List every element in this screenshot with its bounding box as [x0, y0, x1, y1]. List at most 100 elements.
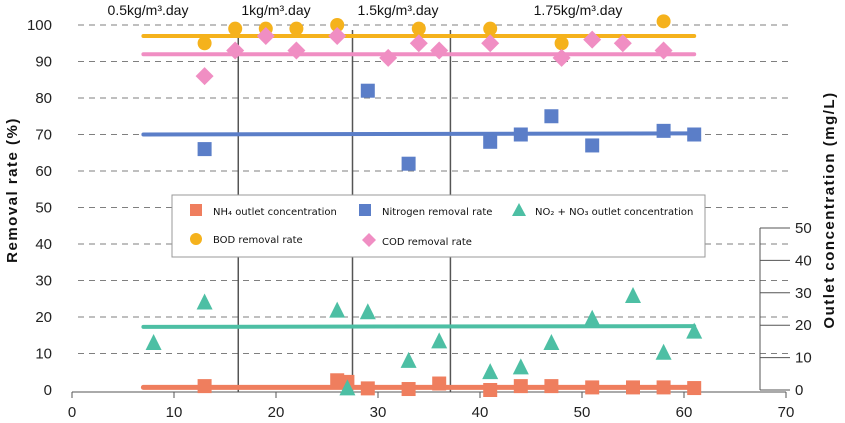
y-left-tick-label: 0: [44, 382, 52, 399]
data-point: [197, 142, 212, 157]
data-point: [483, 21, 498, 36]
legend-label-bod: BOD removal rate: [213, 235, 303, 246]
y-axis-title-left: Removal rate (%): [4, 117, 21, 263]
data-point: [197, 36, 212, 51]
y-right-tick-label: 30: [795, 285, 812, 302]
data-point: [197, 379, 212, 394]
data-point: [655, 343, 672, 360]
legend-label-nitrogen: Nitrogen removal rate: [382, 207, 492, 218]
data-point: [195, 67, 214, 86]
y-left-tick-label: 10: [35, 346, 52, 363]
data-point: [431, 332, 448, 349]
data-point: [513, 127, 528, 142]
x-tick-label: 50: [574, 404, 591, 421]
y-right-tick-label: 10: [795, 350, 812, 367]
data-point: [430, 41, 449, 60]
x-tick-label: 0: [68, 404, 76, 421]
data-point: [687, 381, 702, 396]
x-tick-label: 60: [676, 404, 693, 421]
data-point: [625, 287, 641, 304]
data-point: [585, 138, 600, 153]
data-point: [613, 34, 632, 53]
data-point: [482, 363, 499, 380]
x-tick-label: 30: [370, 404, 387, 421]
y-left-tick-label: 30: [35, 273, 52, 290]
data-point: [400, 351, 417, 368]
phase-label: 1kg/m³.day: [241, 2, 310, 18]
data-point: [513, 379, 528, 394]
data-point: [256, 26, 275, 45]
data-point: [339, 379, 356, 396]
grid: [78, 24, 790, 354]
data-point: [583, 30, 602, 49]
phase-label: 1.5kg/m³.day: [358, 2, 439, 18]
y-right-tick-label: 20: [795, 317, 812, 334]
x-tick-label: 70: [778, 404, 795, 421]
y-left-tick-label: 50: [35, 200, 52, 217]
data-point: [401, 156, 416, 171]
legend-marker-nh4: [190, 204, 202, 216]
phase-label: 0.5kg/m³.day: [108, 2, 189, 18]
phase-label: 1.75kg/m³.day: [534, 2, 623, 18]
data-point: [687, 127, 702, 142]
data-point: [196, 293, 213, 310]
legend-label-nh4: NH₄ outlet concentration: [213, 207, 337, 218]
y-left-tick-label: 80: [35, 90, 52, 107]
y-left-tick-label: 20: [35, 309, 52, 326]
data-point: [656, 14, 671, 29]
legend-label-cod: COD removal rate: [382, 237, 472, 248]
data-point: [289, 21, 304, 36]
data-point: [656, 123, 671, 138]
data-point: [585, 380, 600, 395]
data-point: [432, 376, 447, 391]
legend-marker-no2no3: [512, 203, 526, 216]
data-points: [145, 14, 703, 397]
data-point: [328, 26, 347, 45]
legend: NH₄ outlet concentration Nitrogen remova…: [171, 194, 706, 258]
legend-box: [171, 194, 706, 258]
data-point: [401, 382, 416, 397]
x-tick-label: 10: [166, 404, 183, 421]
trend-line: [141, 324, 697, 329]
data-point: [481, 34, 500, 53]
trend-line: [141, 131, 697, 137]
y-left-tick-label: 40: [35, 236, 52, 253]
data-point: [626, 380, 640, 395]
tick-labels: 0 10 20 30 40 50 60 70 80 90 100 0 10 20 30 40 50 0 10 20 30…: [27, 17, 812, 421]
data-point: [409, 34, 428, 53]
y-left-tick-label: 90: [35, 54, 52, 71]
x-tick-label: 20: [268, 404, 285, 421]
data-point: [512, 358, 529, 375]
data-point: [544, 109, 559, 124]
data-point: [584, 309, 601, 326]
y-left-tick-label: 100: [27, 17, 52, 34]
data-point: [360, 83, 375, 98]
data-point: [544, 379, 559, 394]
legend-marker-bod: [190, 233, 202, 245]
data-point: [654, 41, 673, 60]
data-point: [411, 21, 426, 36]
data-point: [145, 334, 162, 351]
data-point: [379, 48, 398, 67]
data-point: [228, 21, 243, 36]
legend-marker-cod: [362, 233, 376, 247]
data-point: [483, 383, 498, 397]
data-point: [360, 381, 375, 396]
data-point: [552, 48, 571, 67]
x-tick-label: 40: [472, 404, 489, 421]
phase-labels: 0.5kg/m³.day 1kg/m³.day 1.5kg/m³.day 1.75kg…: [108, 2, 623, 18]
data-point: [330, 18, 345, 32]
y-left-tick-label: 60: [35, 163, 52, 180]
data-point: [543, 334, 560, 351]
y-axis-title-right: Outlet concentration (mg/L): [821, 91, 838, 328]
data-point: [359, 303, 376, 320]
legend-label-no2no3: NO₂ + NO₃ outlet concentration: [535, 207, 693, 218]
legend-marker-nitrogen: [359, 204, 371, 216]
data-point: [329, 301, 346, 318]
data-point: [686, 322, 703, 339]
y-left-tick-label: 70: [35, 127, 52, 144]
data-point: [226, 41, 245, 60]
data-point: [483, 134, 498, 149]
data-point: [554, 36, 569, 51]
